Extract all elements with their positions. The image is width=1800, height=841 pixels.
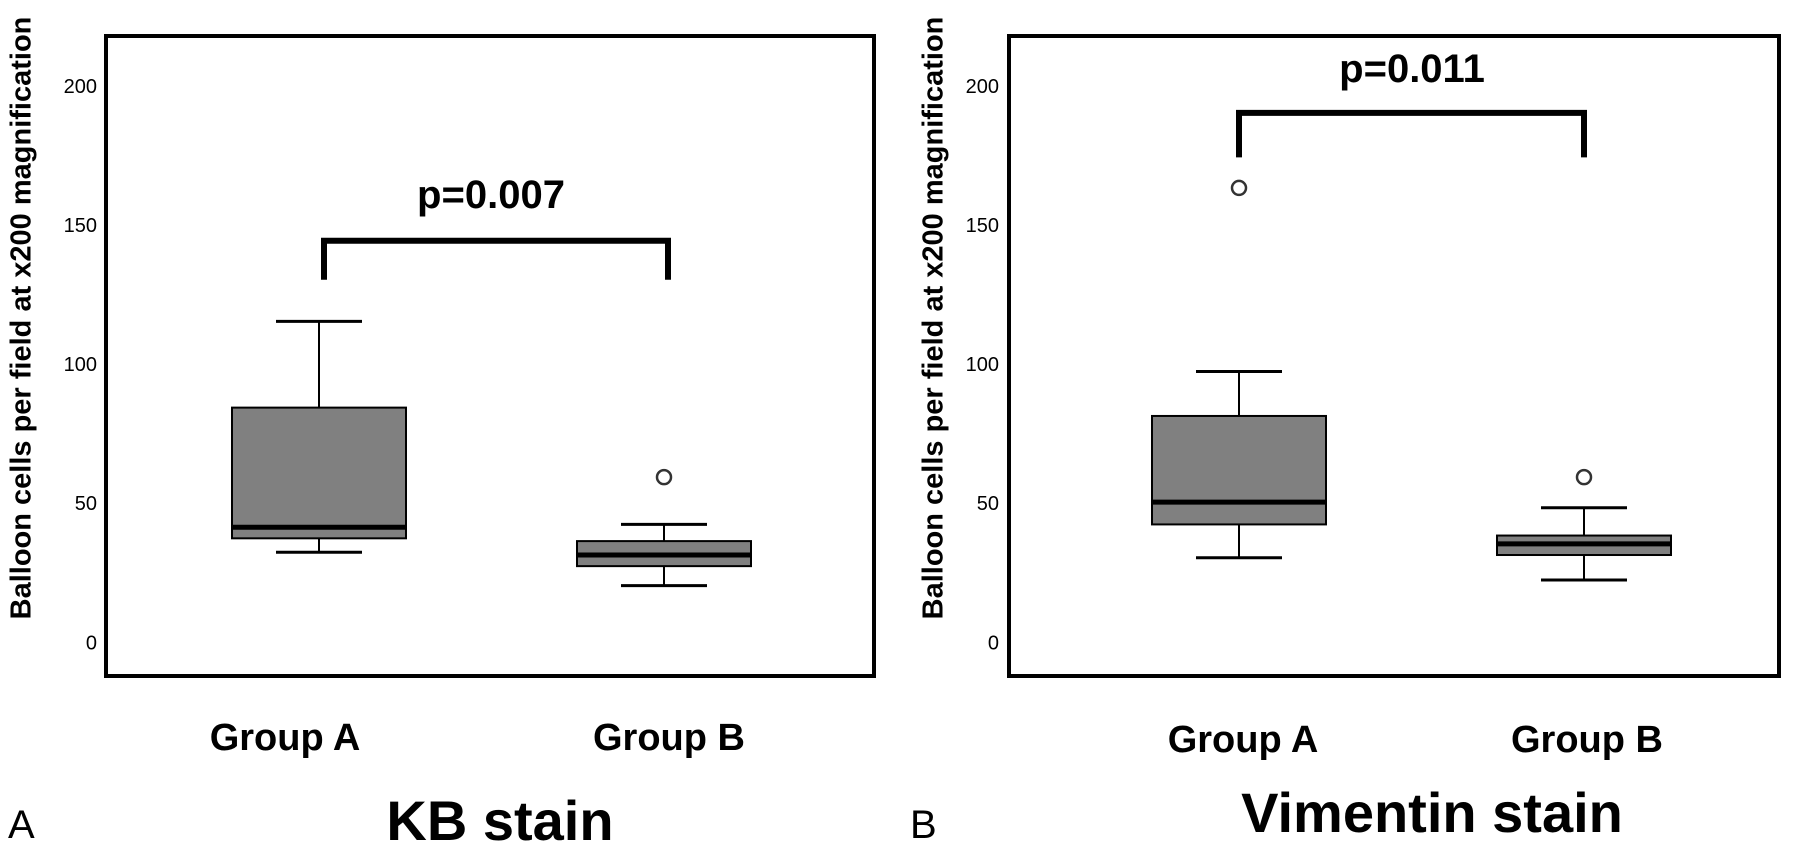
category-label-group-b: Group B — [1511, 719, 1663, 761]
y-tick-label: 200 — [64, 76, 97, 98]
outlier-point — [1575, 468, 1593, 486]
category-label-group-b: Group B — [593, 717, 745, 759]
panel-a: Balloon cells per field at x200 magnific… — [6, 17, 876, 841]
significance-bracket — [321, 237, 671, 280]
panel-b: Balloon cells per field at x200 magnific… — [910, 17, 1781, 841]
box-iqr — [1151, 414, 1327, 526]
outlier-point — [655, 468, 673, 486]
y-tick-label: 50 — [977, 493, 999, 515]
panel-letter: A — [8, 803, 35, 841]
y-tick-label: 150 — [966, 215, 999, 237]
bracket-line — [1236, 109, 1587, 158]
panel-title: Vimentin stain — [1241, 781, 1623, 841]
y-tick-label: 0 — [86, 632, 97, 654]
y-tick-label: 150 — [64, 215, 97, 237]
plot-frame — [104, 34, 876, 678]
significance-bracket — [1236, 109, 1587, 158]
y-tick-labels: 0 50 100 150 200 — [966, 76, 999, 654]
p-value-label: p=0.011 — [1339, 47, 1485, 91]
category-label-group-a: Group A — [210, 717, 361, 759]
p-value-label: p=0.007 — [417, 173, 565, 217]
y-axis-label: Balloon cells per field at x200 magnific… — [918, 17, 950, 620]
y-tick-label: 50 — [75, 493, 97, 515]
category-label-group-a: Group A — [1168, 719, 1319, 761]
y-tick-label: 200 — [966, 76, 999, 98]
panel-title: KB stain — [386, 789, 613, 841]
bracket-line — [321, 237, 671, 280]
y-tick-labels: 0 50 100 150 200 — [64, 76, 97, 654]
panel-letter: B — [910, 803, 937, 841]
y-tick-label: 100 — [64, 354, 97, 376]
box-plots — [231, 319, 752, 588]
y-tick-label: 0 — [988, 632, 999, 654]
y-tick-label: 100 — [966, 354, 999, 376]
plot-frame — [1007, 34, 1781, 678]
box-iqr — [231, 406, 407, 540]
box-plots — [1151, 179, 1672, 582]
outlier-point — [1230, 179, 1248, 197]
y-axis-label: Balloon cells per field at x200 magnific… — [6, 17, 38, 620]
